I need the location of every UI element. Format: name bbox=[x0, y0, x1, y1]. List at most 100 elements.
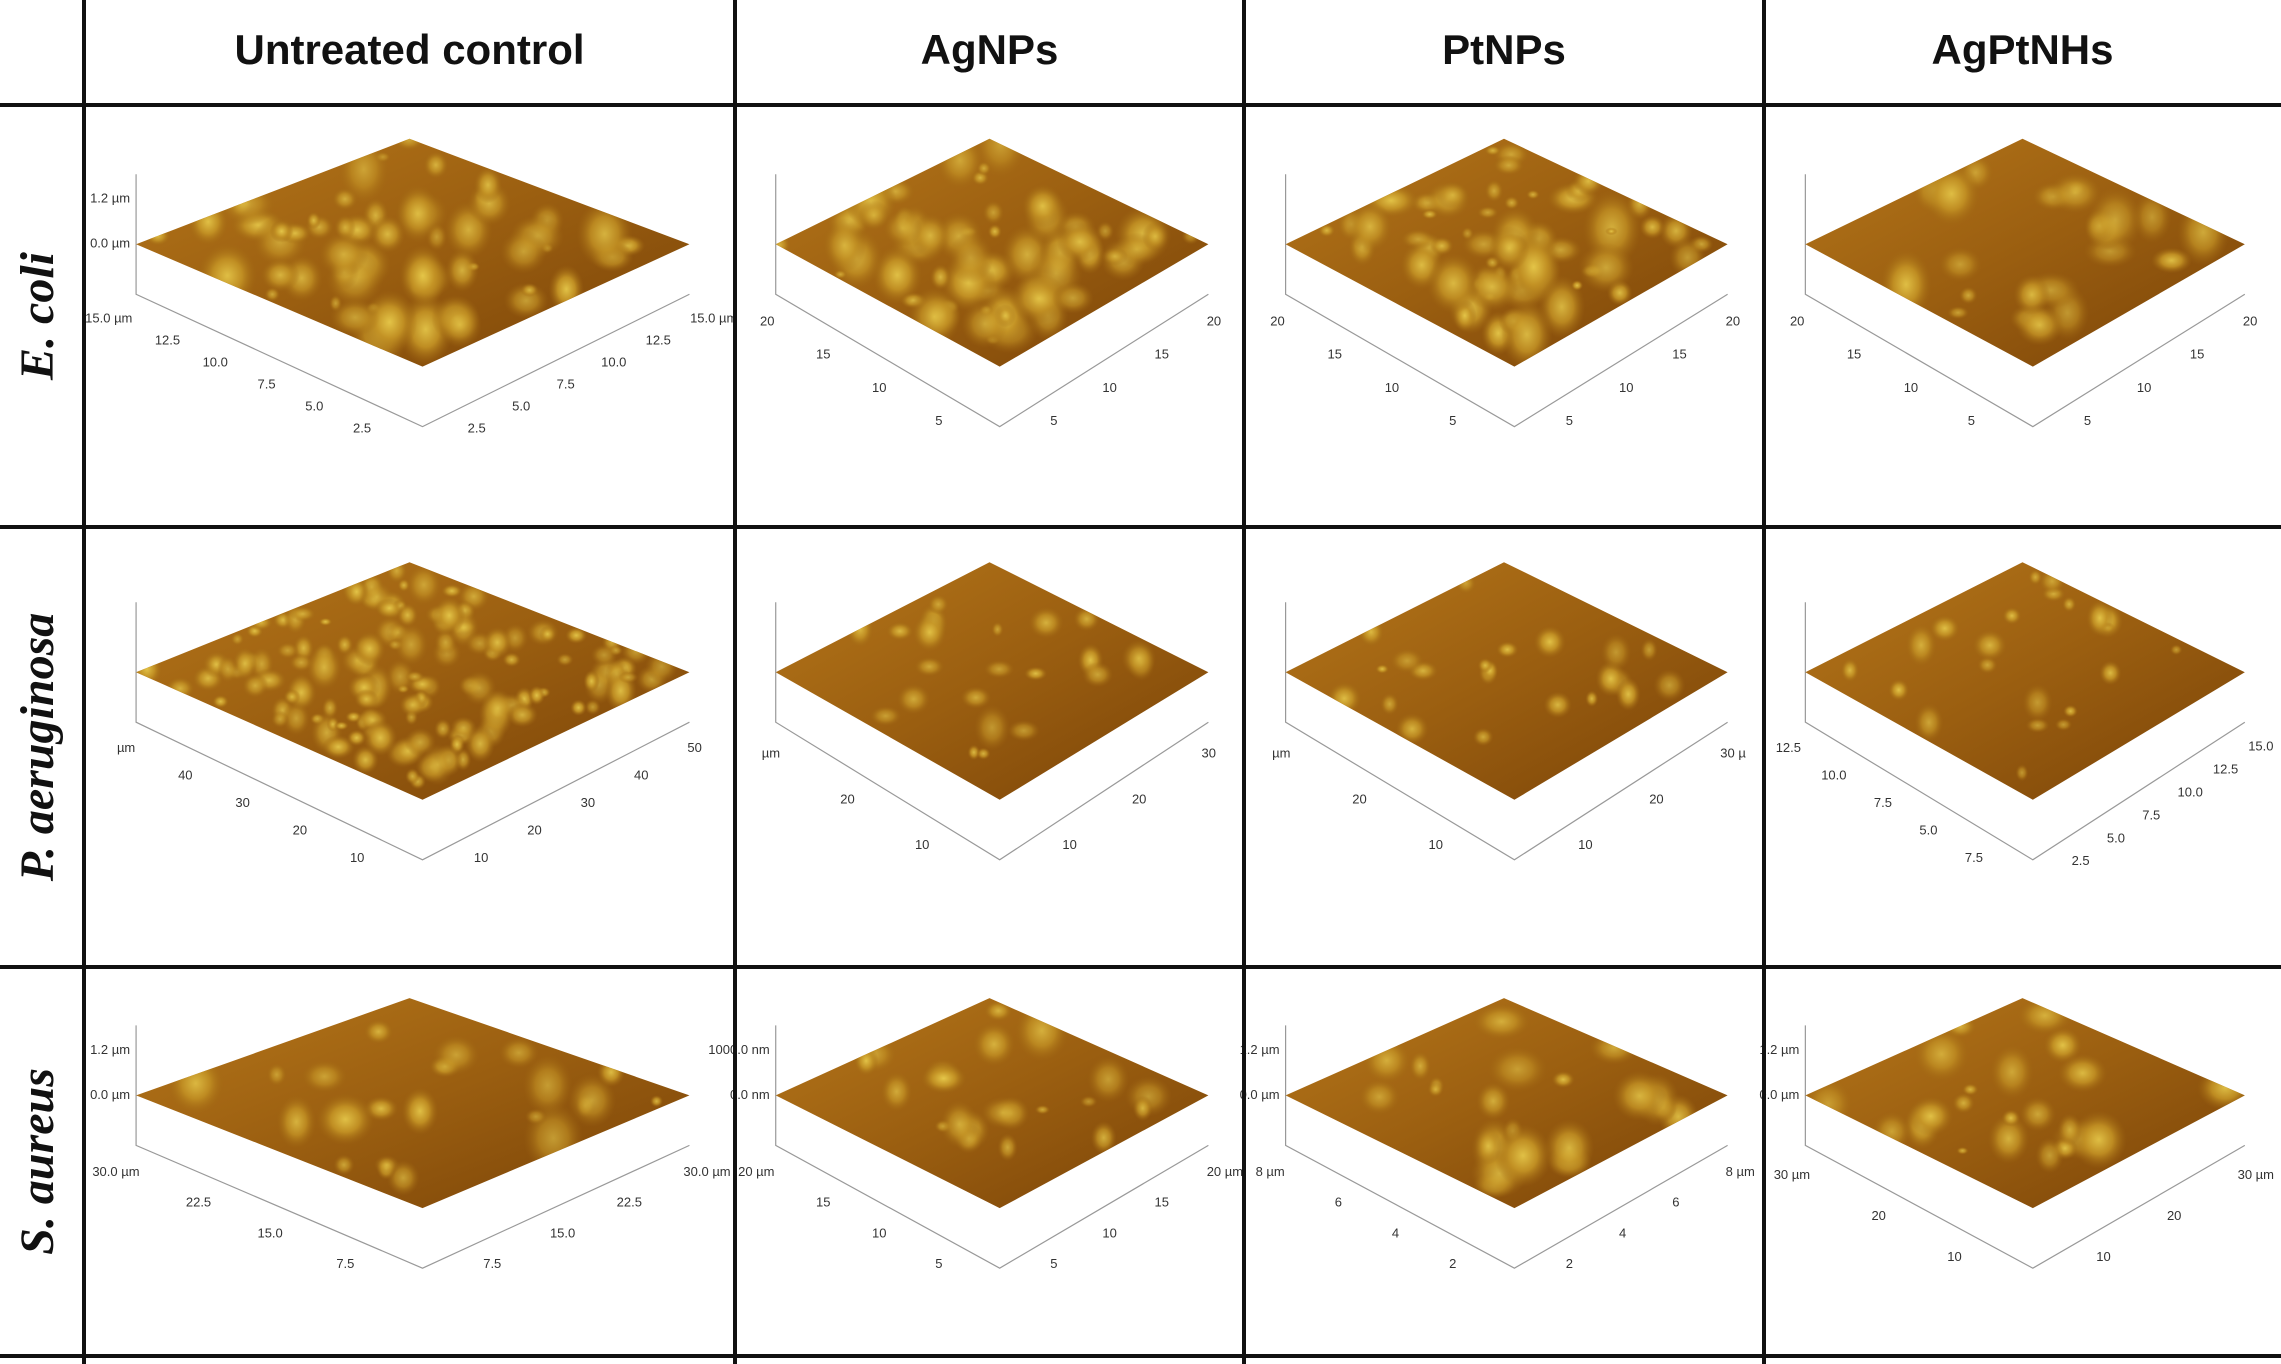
topography-bump bbox=[1972, 629, 2007, 661]
x-tick-label: 2.5 bbox=[353, 421, 371, 436]
topography-bump bbox=[538, 625, 557, 643]
topography-bump bbox=[1121, 639, 1157, 678]
topography-bump bbox=[1840, 658, 1860, 683]
topography-bump bbox=[2057, 1053, 2108, 1093]
topography-bump bbox=[1466, 262, 1518, 311]
topography-bump bbox=[249, 614, 274, 631]
topography-bump bbox=[1653, 668, 1686, 702]
topography-bump bbox=[283, 689, 301, 705]
topography-bump bbox=[266, 1063, 287, 1087]
topography-bump bbox=[321, 697, 339, 719]
topography-bump bbox=[1872, 1111, 1912, 1152]
topography-bump bbox=[1477, 657, 1493, 673]
x-tick-label: 8 µm bbox=[1256, 1164, 1285, 1179]
topography-bump bbox=[167, 1051, 225, 1115]
topography-bump bbox=[1501, 299, 1553, 367]
topography-bump bbox=[482, 626, 512, 659]
y-tick-label: 15.0 bbox=[550, 1225, 575, 1240]
y-tick-label: 4 bbox=[1619, 1225, 1626, 1240]
topography-bump bbox=[1395, 713, 1429, 745]
x-tick-label: 20 bbox=[1790, 314, 1804, 329]
y-tick-label: 15 bbox=[1672, 347, 1686, 362]
x-tick-label: 15 bbox=[816, 1195, 830, 1210]
y-tick-label: 10.0 bbox=[2178, 784, 2203, 799]
topography-bump bbox=[1612, 1070, 1667, 1121]
x-tick-label: 20 bbox=[840, 791, 854, 806]
topography-bump bbox=[406, 564, 442, 606]
topography-bump bbox=[144, 225, 171, 246]
topography-bump bbox=[2019, 1096, 2057, 1132]
topography-bump bbox=[930, 264, 951, 291]
column-title: AgPtNHs bbox=[1931, 26, 2113, 73]
topography-bump bbox=[1533, 625, 1566, 659]
topography-bump bbox=[1141, 221, 1169, 251]
x-tick-label: 5.0 bbox=[305, 399, 323, 414]
topography-bump bbox=[1358, 1078, 1401, 1115]
topography-bump bbox=[590, 644, 618, 667]
afm-image: 12.5 10.0 7.5 5.0 7.5 15.0 12.5 10.0 7.5 5.0 2.5 bbox=[1776, 562, 2274, 868]
surface-texture bbox=[1327, 572, 1686, 747]
topography-bump bbox=[432, 1035, 480, 1075]
y-tick-label: 5 bbox=[1050, 1256, 1057, 1271]
topography-bump bbox=[1079, 1095, 1098, 1108]
y-tick-label: 20 µm bbox=[1207, 1164, 1243, 1179]
topography-bump bbox=[980, 1096, 1025, 1129]
topography-bump bbox=[983, 659, 1015, 679]
y-tick-label: 40 bbox=[634, 767, 648, 782]
y-tick-label: 10 bbox=[1102, 380, 1116, 395]
topography-bump bbox=[393, 138, 425, 151]
x-tick-label: 30 bbox=[235, 795, 249, 810]
topography-bump bbox=[271, 710, 289, 728]
topography-bump bbox=[441, 583, 463, 598]
topography-bump bbox=[2197, 1065, 2245, 1111]
y-tick-label: 15 bbox=[1155, 347, 1169, 362]
topography-bump bbox=[197, 242, 258, 309]
topography-bump bbox=[1493, 155, 1525, 176]
topography-bump bbox=[1362, 1037, 1411, 1084]
topography-bump bbox=[354, 689, 379, 710]
z-tick-label: 0.0 nm bbox=[730, 1087, 770, 1102]
z-tick-label: 1000.0 nm bbox=[708, 1042, 769, 1057]
topography-bump bbox=[2028, 569, 2043, 586]
row-title: S. aureus bbox=[11, 1068, 64, 1255]
topography-bump bbox=[1494, 1124, 1552, 1188]
x-tick-label: 20 bbox=[1871, 1208, 1885, 1223]
topography-bump bbox=[363, 1019, 394, 1045]
topography-bump bbox=[2013, 274, 2051, 316]
topography-bump bbox=[914, 656, 945, 677]
surface bbox=[1805, 562, 2245, 800]
topography-bump bbox=[212, 694, 229, 709]
topography-bump bbox=[1476, 1081, 1511, 1121]
topography-bump bbox=[1578, 242, 1634, 293]
topography-bump bbox=[1956, 1146, 1969, 1155]
topography-bump bbox=[967, 744, 981, 761]
topography-bump bbox=[1888, 678, 1910, 702]
topography-bump bbox=[369, 215, 406, 253]
x-tick-label: 5 bbox=[935, 413, 942, 428]
topography-bump bbox=[912, 613, 947, 652]
topography-bump bbox=[353, 631, 386, 667]
topography-bump bbox=[974, 138, 1027, 179]
y-tick-label: 50 bbox=[687, 740, 701, 755]
row-title: E. coli bbox=[11, 251, 64, 381]
afm-image: µm 20 10 30 µ 20 10 bbox=[1272, 562, 1746, 861]
x-tick-label: 40 bbox=[178, 767, 192, 782]
topography-bump bbox=[522, 1054, 573, 1117]
x-tick-label: 10 bbox=[1947, 1249, 1961, 1264]
y-tick-label: 10 bbox=[474, 850, 488, 865]
topography-bump bbox=[401, 1087, 439, 1135]
topography-bump bbox=[2015, 304, 2064, 346]
topography-bump bbox=[1526, 189, 1540, 200]
surface-texture bbox=[136, 562, 678, 790]
topography-bump bbox=[1009, 273, 1069, 324]
topography-bump bbox=[1572, 166, 1604, 196]
y-tick-label: 10 bbox=[1619, 380, 1633, 395]
topography-bump bbox=[1409, 1051, 1432, 1081]
topography-bump bbox=[1962, 1083, 1979, 1096]
topography-bump bbox=[1082, 661, 1114, 688]
topography-bump bbox=[450, 716, 477, 740]
topography-bump bbox=[1543, 1119, 1595, 1177]
x-tick-label: 7.5 bbox=[1965, 850, 1983, 865]
topography-bump bbox=[991, 621, 1004, 637]
x-tick-label: 15.0 bbox=[257, 1225, 282, 1240]
